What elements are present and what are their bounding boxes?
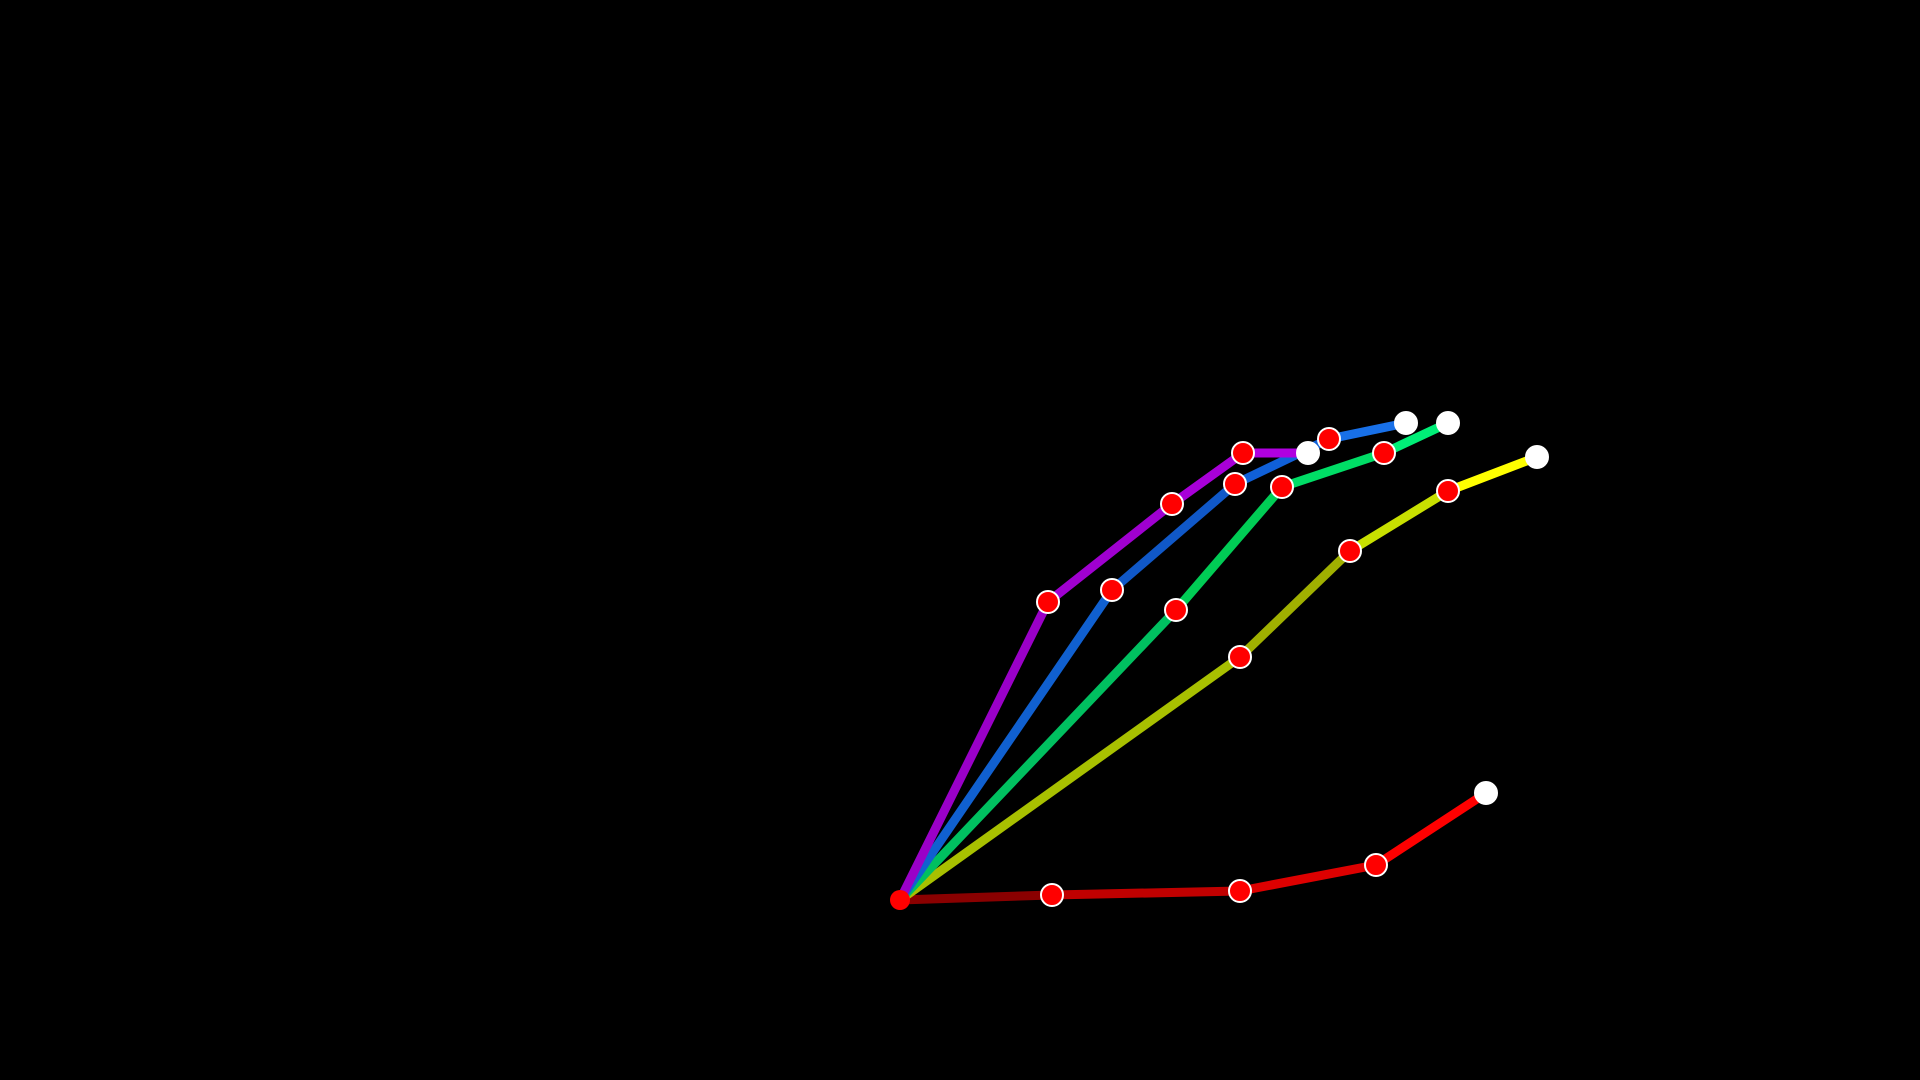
pinky-joint-2 [1160, 492, 1184, 516]
middle-bone-1 [895, 605, 1181, 905]
ring-tip [1394, 411, 1418, 435]
thumb-bone-3 [1235, 860, 1381, 896]
ring-bone-4 [1324, 418, 1411, 444]
ring-bone-2 [1107, 479, 1240, 595]
wrist-joint [890, 890, 910, 910]
index-bone-2 [1235, 546, 1355, 662]
pinky-bone-1 [895, 597, 1053, 905]
pinky-tip [1296, 441, 1320, 465]
thumb-bone-2 [1047, 886, 1245, 900]
ring-bone-1 [895, 585, 1117, 905]
pinky-bone-2 [1043, 499, 1177, 607]
thumb-bone-4 [1371, 788, 1491, 870]
middle-tip [1436, 411, 1460, 435]
index-bone-1 [895, 652, 1245, 905]
ring-joint-2 [1223, 472, 1247, 496]
index-tip [1525, 445, 1549, 469]
middle-bone-3 [1277, 448, 1389, 492]
pinky-joint-3 [1231, 441, 1255, 465]
middle-joint-1 [1164, 598, 1188, 622]
index-bone-3 [1345, 486, 1453, 556]
ring-joint-1 [1100, 578, 1124, 602]
pinky-joint-1 [1036, 590, 1060, 614]
index-joint-1 [1228, 645, 1252, 669]
index-joint-2 [1338, 539, 1362, 563]
middle-bone-2 [1171, 482, 1287, 615]
joints-layer [890, 411, 1549, 910]
index-bone-4 [1443, 452, 1542, 496]
thumb-bone-1 [895, 890, 1057, 905]
middle-joint-2 [1270, 475, 1294, 499]
middle-joint-3 [1372, 441, 1396, 465]
thumb-tip [1474, 781, 1498, 805]
index-joint-3 [1436, 479, 1460, 503]
thumb-joint-1 [1040, 883, 1064, 907]
thumb-joint-2 [1228, 879, 1252, 903]
ring-joint-3 [1317, 427, 1341, 451]
thumb-joint-3 [1364, 853, 1388, 877]
pinky-bone-3 [1167, 448, 1248, 509]
